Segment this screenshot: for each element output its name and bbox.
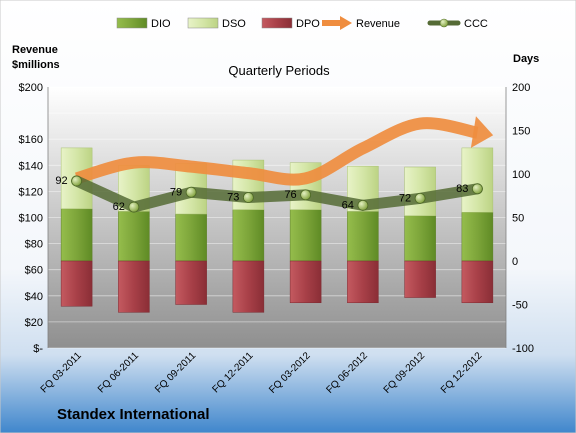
right-tick-label: 150 (512, 126, 530, 138)
right-tick-label: 100 (512, 169, 530, 181)
dio-bar (461, 212, 494, 262)
dio-bar (118, 211, 150, 262)
ccc-series: 92 62 79 73 76 64 72 83 (55, 175, 483, 213)
revenue-series (74, 116, 494, 186)
chart-title: Quarterly Periods (228, 63, 330, 78)
legend-label: CCC (464, 18, 488, 30)
left-tick-label: $140 (19, 160, 43, 172)
dpo-bar (118, 260, 150, 313)
ccc-data-label: 79 (170, 186, 182, 198)
left-axis-label-line1: Revenue (12, 44, 58, 56)
right-tick-label: -50 (512, 300, 528, 312)
dio-bar (404, 215, 436, 262)
left-axis-label-line2: $millions (12, 59, 60, 71)
dso-bar (461, 147, 494, 213)
company-name: Standex International (57, 406, 210, 423)
ccc-data-label: 64 (342, 199, 354, 211)
right-tick-label: 200 (512, 82, 530, 94)
dpo-bar (232, 260, 265, 313)
left-tick-label: $20 (25, 317, 43, 329)
dio-bar (289, 209, 322, 262)
ccc-data-label: 92 (55, 175, 67, 187)
left-tick-label: $- (33, 343, 43, 355)
left-tick-label: $60 (25, 265, 43, 277)
ccc-point (471, 183, 483, 195)
legend-swatch (340, 16, 352, 30)
legend-label: DSO (222, 18, 246, 30)
dio-bar (175, 213, 207, 262)
legend-swatch (116, 17, 148, 29)
legend-label: Revenue (356, 18, 400, 30)
dio-bar (347, 211, 379, 262)
right-tick-label: -100 (512, 343, 534, 355)
legend: DIO DSO DPO Revenue CCC (116, 16, 488, 30)
ccc-data-label: 83 (456, 183, 468, 195)
dpo-bar (175, 260, 207, 305)
left-tick-label: $120 (19, 186, 43, 198)
ccc-point (128, 201, 140, 213)
right-axis-label: Days (513, 53, 539, 65)
dpo-bar (60, 260, 93, 307)
ccc-data-label: 62 (113, 201, 125, 213)
left-tick-label: $80 (25, 239, 43, 251)
revenue-arrowhead (470, 116, 494, 148)
dpo-bar (461, 260, 494, 304)
left-tick-label: $100 (19, 213, 43, 225)
left-tick-label: $40 (25, 291, 43, 303)
left-tick-label: $200 (19, 82, 43, 94)
ccc-point (242, 192, 254, 203)
left-axis-ticks: $- $20 $40 $60 $80 $100 $120 $140 $160 $200 (19, 82, 44, 355)
left-tick-label: $160 (19, 134, 43, 146)
ccc-data-label: 76 (284, 189, 296, 201)
dpo-bar (347, 260, 379, 304)
ccc-data-label: 72 (399, 192, 411, 204)
ccc-data-label: 73 (227, 191, 239, 203)
dpo-bar (404, 260, 436, 298)
ccc-point (300, 189, 312, 201)
right-tick-label: 50 (512, 213, 524, 225)
ccc-point (71, 175, 83, 187)
revenue-line (74, 117, 479, 186)
legend-label: DIO (151, 18, 171, 30)
ccc-line (71, 175, 483, 213)
right-axis-ticks: -100 -50 0 50 100 150 200 (512, 82, 534, 355)
ccc-point (357, 199, 369, 211)
right-tick-label: 0 (512, 256, 518, 268)
ccc-point (414, 192, 426, 204)
dpo-bar (289, 260, 322, 304)
legend-swatch (439, 18, 449, 28)
legend-swatch (261, 17, 293, 29)
dio-bar (60, 208, 93, 262)
dio-bar (232, 209, 265, 262)
ccc-point (185, 186, 197, 198)
legend-label: DPO (296, 18, 320, 30)
legend-swatch (187, 17, 219, 29)
